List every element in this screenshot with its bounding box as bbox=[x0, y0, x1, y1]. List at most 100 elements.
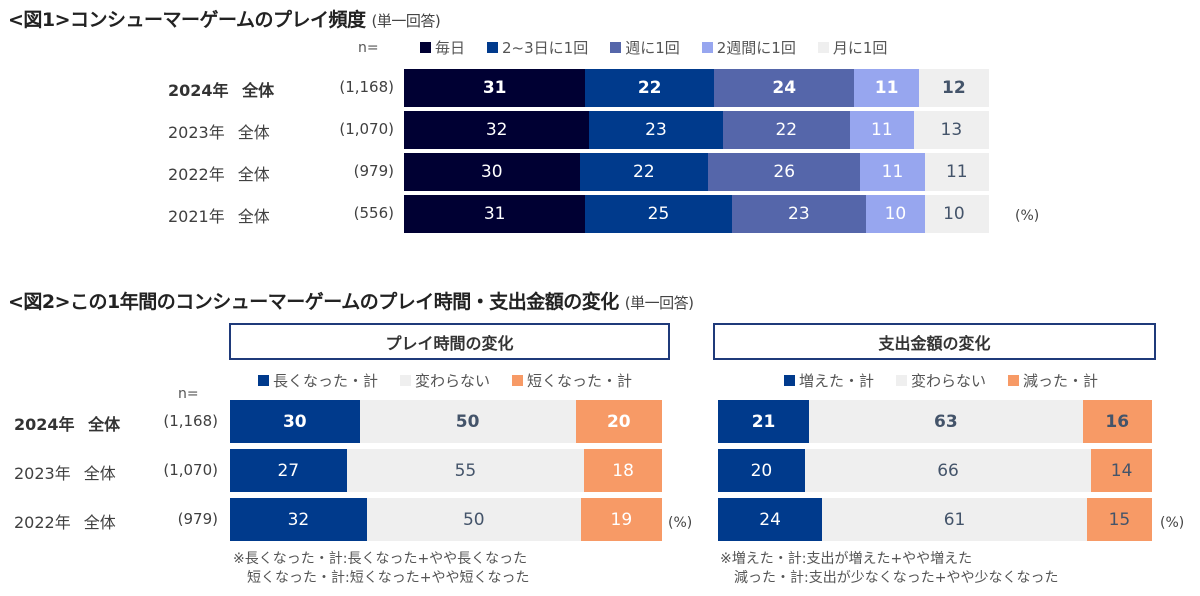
fig2-subtitle: (単一回答) bbox=[624, 294, 694, 312]
fig1-legend-swatch bbox=[817, 42, 829, 53]
fig1-legend-swatch bbox=[420, 42, 431, 53]
fig1-legend-label: 2週間に1回 bbox=[716, 39, 796, 57]
play-time-legend-swatch bbox=[258, 375, 269, 386]
fig2-row-label: 2023年 全体 bbox=[14, 463, 116, 483]
fig1-bar-segment: 24 bbox=[714, 69, 855, 107]
spending-bar-segment: 61 bbox=[822, 498, 1087, 541]
panel-spending-title-text: 支出金額の変化 bbox=[878, 333, 991, 353]
play-time-legend-swatch bbox=[400, 375, 412, 386]
fig1-legend-item: 週に1回 bbox=[610, 37, 680, 58]
fig1-row-label: 2022年 全体 bbox=[168, 165, 270, 184]
play-time-legend: 長くなった・計 変わらない 短くなった・計 bbox=[258, 370, 632, 391]
play-time-bar-segment: 18 bbox=[584, 449, 662, 492]
fig1-row-label: 2023年 全体 bbox=[168, 123, 270, 142]
fig1-legend-swatch bbox=[487, 42, 499, 53]
spending-legend: 増えた・計 変わらない 減った・計 bbox=[784, 370, 1098, 391]
spending-legend-swatch bbox=[1008, 375, 1020, 386]
fig2-n-value: (979) bbox=[177, 509, 218, 528]
fig1-bar-segment: 26 bbox=[708, 153, 861, 191]
play-time-bar-segment: 32 bbox=[230, 498, 367, 541]
play-time-bar-segment: 19 bbox=[580, 498, 662, 541]
play-time-bar-segment: 50 bbox=[366, 498, 581, 541]
fig1-bar-segment: 22 bbox=[722, 111, 850, 149]
fig1-bar-segment: 10 bbox=[924, 195, 984, 233]
fig2-row-label: 2022年 全体 bbox=[14, 512, 116, 532]
spending-bar-segment: 20 bbox=[718, 449, 805, 492]
fig1-bar-segment: 11 bbox=[849, 111, 914, 149]
fig1-legend-item: 月に1回 bbox=[817, 37, 887, 58]
fig1-bar-segment: 23 bbox=[589, 111, 723, 149]
play-time-legend-item: 変わらない bbox=[400, 370, 490, 391]
spending-legend-item: 増えた・計 bbox=[784, 370, 874, 391]
fig1-bar-row: 31 25 23 10 10 bbox=[404, 195, 989, 233]
play-time-bar-segment: 50 bbox=[359, 400, 576, 443]
panel-spending-title: 支出金額の変化 bbox=[713, 323, 1156, 360]
spending-legend-swatch bbox=[784, 375, 795, 386]
spending-bar-segment: 66 bbox=[804, 449, 1092, 492]
fig1-n-value: (1,070) bbox=[339, 120, 394, 138]
fig1-n-value: (556) bbox=[353, 204, 394, 222]
spending-bar-segment: 16 bbox=[1082, 400, 1152, 443]
fig1-bar-segment: 11 bbox=[854, 69, 919, 107]
fig1-legend-item: 2週間に1回 bbox=[701, 37, 796, 58]
spending-bar-row: 24 61 15 bbox=[718, 498, 1152, 541]
spending-note-line-2: 減った・計:支出が少なくなった+やや少なくなった bbox=[734, 570, 1059, 586]
play-time-legend-item: 短くなった・計 bbox=[512, 370, 632, 391]
fig1-unit: (%) bbox=[1015, 208, 1040, 224]
fig1-bar-segment: 11 bbox=[860, 153, 925, 191]
play-time-bar-row: 27 55 18 bbox=[230, 449, 662, 492]
fig1-bar-segment: 12 bbox=[918, 69, 989, 107]
spending-bar-segment: 63 bbox=[809, 400, 1083, 443]
spending-bar-segment: 24 bbox=[718, 498, 823, 541]
fig2-n-label: n= bbox=[178, 386, 199, 402]
spending-bar-segment: 21 bbox=[718, 400, 810, 443]
panel-play-time-title: プレイ時間の変化 bbox=[229, 323, 670, 360]
play-time-bar-segment: 20 bbox=[575, 400, 662, 443]
spending-bar-segment: 14 bbox=[1091, 449, 1152, 492]
play-time-note-line-1: ※長くなった・計:長くなった+やや長くなった bbox=[233, 551, 528, 567]
play-time-legend-item: 長くなった・計 bbox=[258, 370, 378, 391]
fig1-bar-row: 31 22 24 11 12 bbox=[404, 69, 989, 107]
fig1-row-label: 2024年 全体 bbox=[168, 81, 275, 100]
play-time-bar-row: 30 50 20 bbox=[230, 400, 662, 443]
fig1-legend-swatch bbox=[701, 42, 713, 53]
fig1-bar-segment: 25 bbox=[585, 195, 732, 233]
play-time-bar-segment: 30 bbox=[230, 400, 360, 443]
spending-legend-item: 減った・計 bbox=[1008, 370, 1098, 391]
fig1-subtitle: (単一回答) bbox=[371, 12, 441, 30]
spending-note: ※増えた・計:支出が増えた+やや増えた 減った・計:支出が少なくなった+やや少な… bbox=[720, 550, 1058, 588]
play-time-legend-label: 変わらない bbox=[415, 372, 491, 390]
fig1-legend-item: 毎日 bbox=[420, 37, 465, 58]
fig1-bar-segment: 22 bbox=[579, 153, 709, 191]
spending-legend-label: 減った・計 bbox=[1023, 372, 1099, 390]
play-time-bar-segment: 55 bbox=[346, 449, 585, 492]
play-time-unit: (%) bbox=[668, 515, 693, 531]
spending-bar-row: 21 63 16 bbox=[718, 400, 1152, 443]
fig1-legend-label: 2~3日に1回 bbox=[502, 39, 589, 57]
play-time-legend-label: 長くなった・計 bbox=[273, 372, 379, 390]
spending-legend-item: 変わらない bbox=[896, 370, 986, 391]
fig2-row-label: 2024年 全体 bbox=[14, 414, 121, 434]
fig1-legend-label: 週に1回 bbox=[625, 39, 680, 57]
fig1-legend-swatch bbox=[610, 42, 622, 53]
fig1-n-value: (979) bbox=[353, 162, 394, 180]
spending-legend-label: 変わらない bbox=[911, 372, 987, 390]
spending-legend-swatch bbox=[896, 375, 908, 386]
fig2-title-text: <図2>この1年間のコンシューマーゲームのプレイ時間・支出金額の変化 bbox=[8, 291, 619, 313]
fig1-bar-segment: 30 bbox=[404, 153, 580, 191]
play-time-note-line-2: 短くなった・計:短くなった+やや短くなった bbox=[247, 570, 530, 586]
fig2-n-value: (1,168) bbox=[163, 411, 218, 430]
fig1-row-label: 2021年 全体 bbox=[168, 207, 270, 226]
fig1-bar-segment: 13 bbox=[913, 111, 989, 149]
spending-unit: (%) bbox=[1160, 515, 1185, 531]
fig1-legend-label: 毎日 bbox=[435, 39, 466, 57]
spending-bar-row: 20 66 14 bbox=[718, 449, 1152, 492]
fig1-n-label: n= bbox=[358, 40, 379, 56]
fig2-n-value: (1,070) bbox=[163, 460, 218, 479]
fig1-legend-item: 2~3日に1回 bbox=[487, 37, 588, 58]
play-time-legend-swatch bbox=[512, 375, 524, 386]
fig1-bar-segment: 31 bbox=[404, 195, 586, 233]
spending-legend-label: 増えた・計 bbox=[799, 372, 875, 390]
fig1-bar-segment: 23 bbox=[731, 195, 867, 233]
fig1-bar-segment: 32 bbox=[404, 111, 590, 149]
